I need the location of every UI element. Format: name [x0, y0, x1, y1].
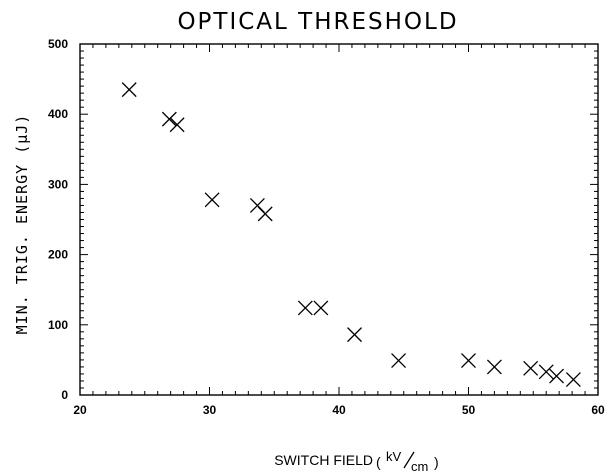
y-tick-label: 400	[48, 107, 68, 121]
y-axis-label: MIN. TRIG. ENERGY (µJ)	[13, 114, 31, 335]
data-point	[538, 364, 554, 380]
data-point	[347, 327, 362, 343]
data-point-stroke-b	[391, 353, 407, 369]
y-tick-label: 200	[48, 248, 68, 262]
x-axis-unit-denominator: cm	[411, 459, 428, 474]
plot-frame	[79, 43, 599, 396]
x-tick-label: 40	[332, 403, 346, 417]
data-point	[257, 206, 273, 222]
data-point-stroke-b	[249, 198, 265, 213]
data-point-stroke-b	[486, 359, 502, 375]
data-point-stroke-b	[204, 192, 220, 208]
data-point	[486, 359, 502, 375]
data-point	[297, 300, 313, 316]
data-point	[565, 372, 581, 388]
data-point-stroke-b	[461, 353, 476, 369]
x-axis-label: SWITCH FIELD ( kV cm )	[274, 449, 438, 474]
data-point	[461, 353, 476, 369]
data-point-stroke-b	[257, 206, 273, 222]
data-point-stroke-b	[169, 117, 185, 133]
y-tick-label: 500	[48, 37, 68, 51]
data-point-stroke-b	[161, 111, 177, 127]
x-axis-label-text: SWITCH FIELD	[274, 452, 373, 468]
x-axis-unit-numerator: kV	[386, 449, 402, 464]
data-point-stroke-b	[565, 372, 581, 388]
data-point	[549, 368, 565, 384]
chart-title: OPTICAL THRESHOLD	[177, 9, 458, 35]
data-point-stroke-b	[121, 82, 137, 98]
data-point	[161, 111, 177, 127]
x-axis-label-paren-close: )	[434, 454, 439, 470]
y-tick-label: 300	[48, 177, 68, 191]
data-point	[523, 360, 539, 376]
x-axis-label-paren-open: (	[376, 454, 381, 470]
data-point-stroke-b	[297, 300, 313, 316]
data-point-stroke-b	[538, 364, 554, 380]
data-point	[121, 82, 137, 98]
data-point	[204, 192, 220, 208]
data-point	[169, 117, 185, 133]
x-tick-label: 60	[591, 403, 605, 417]
y-tick-label: 100	[48, 318, 68, 332]
data-point	[391, 353, 407, 369]
data-point-stroke-b	[549, 368, 565, 384]
data-point-stroke-b	[523, 360, 539, 376]
data-point-stroke-b	[347, 327, 362, 343]
data-point	[313, 300, 329, 316]
data-point-stroke-b	[313, 300, 329, 316]
x-axis-unit-slash	[403, 451, 415, 469]
x-tick-label: 30	[203, 403, 217, 417]
x-tick-label: 20	[73, 403, 87, 417]
y-tick-label: 0	[61, 388, 68, 402]
x-tick-label: 50	[462, 403, 476, 417]
